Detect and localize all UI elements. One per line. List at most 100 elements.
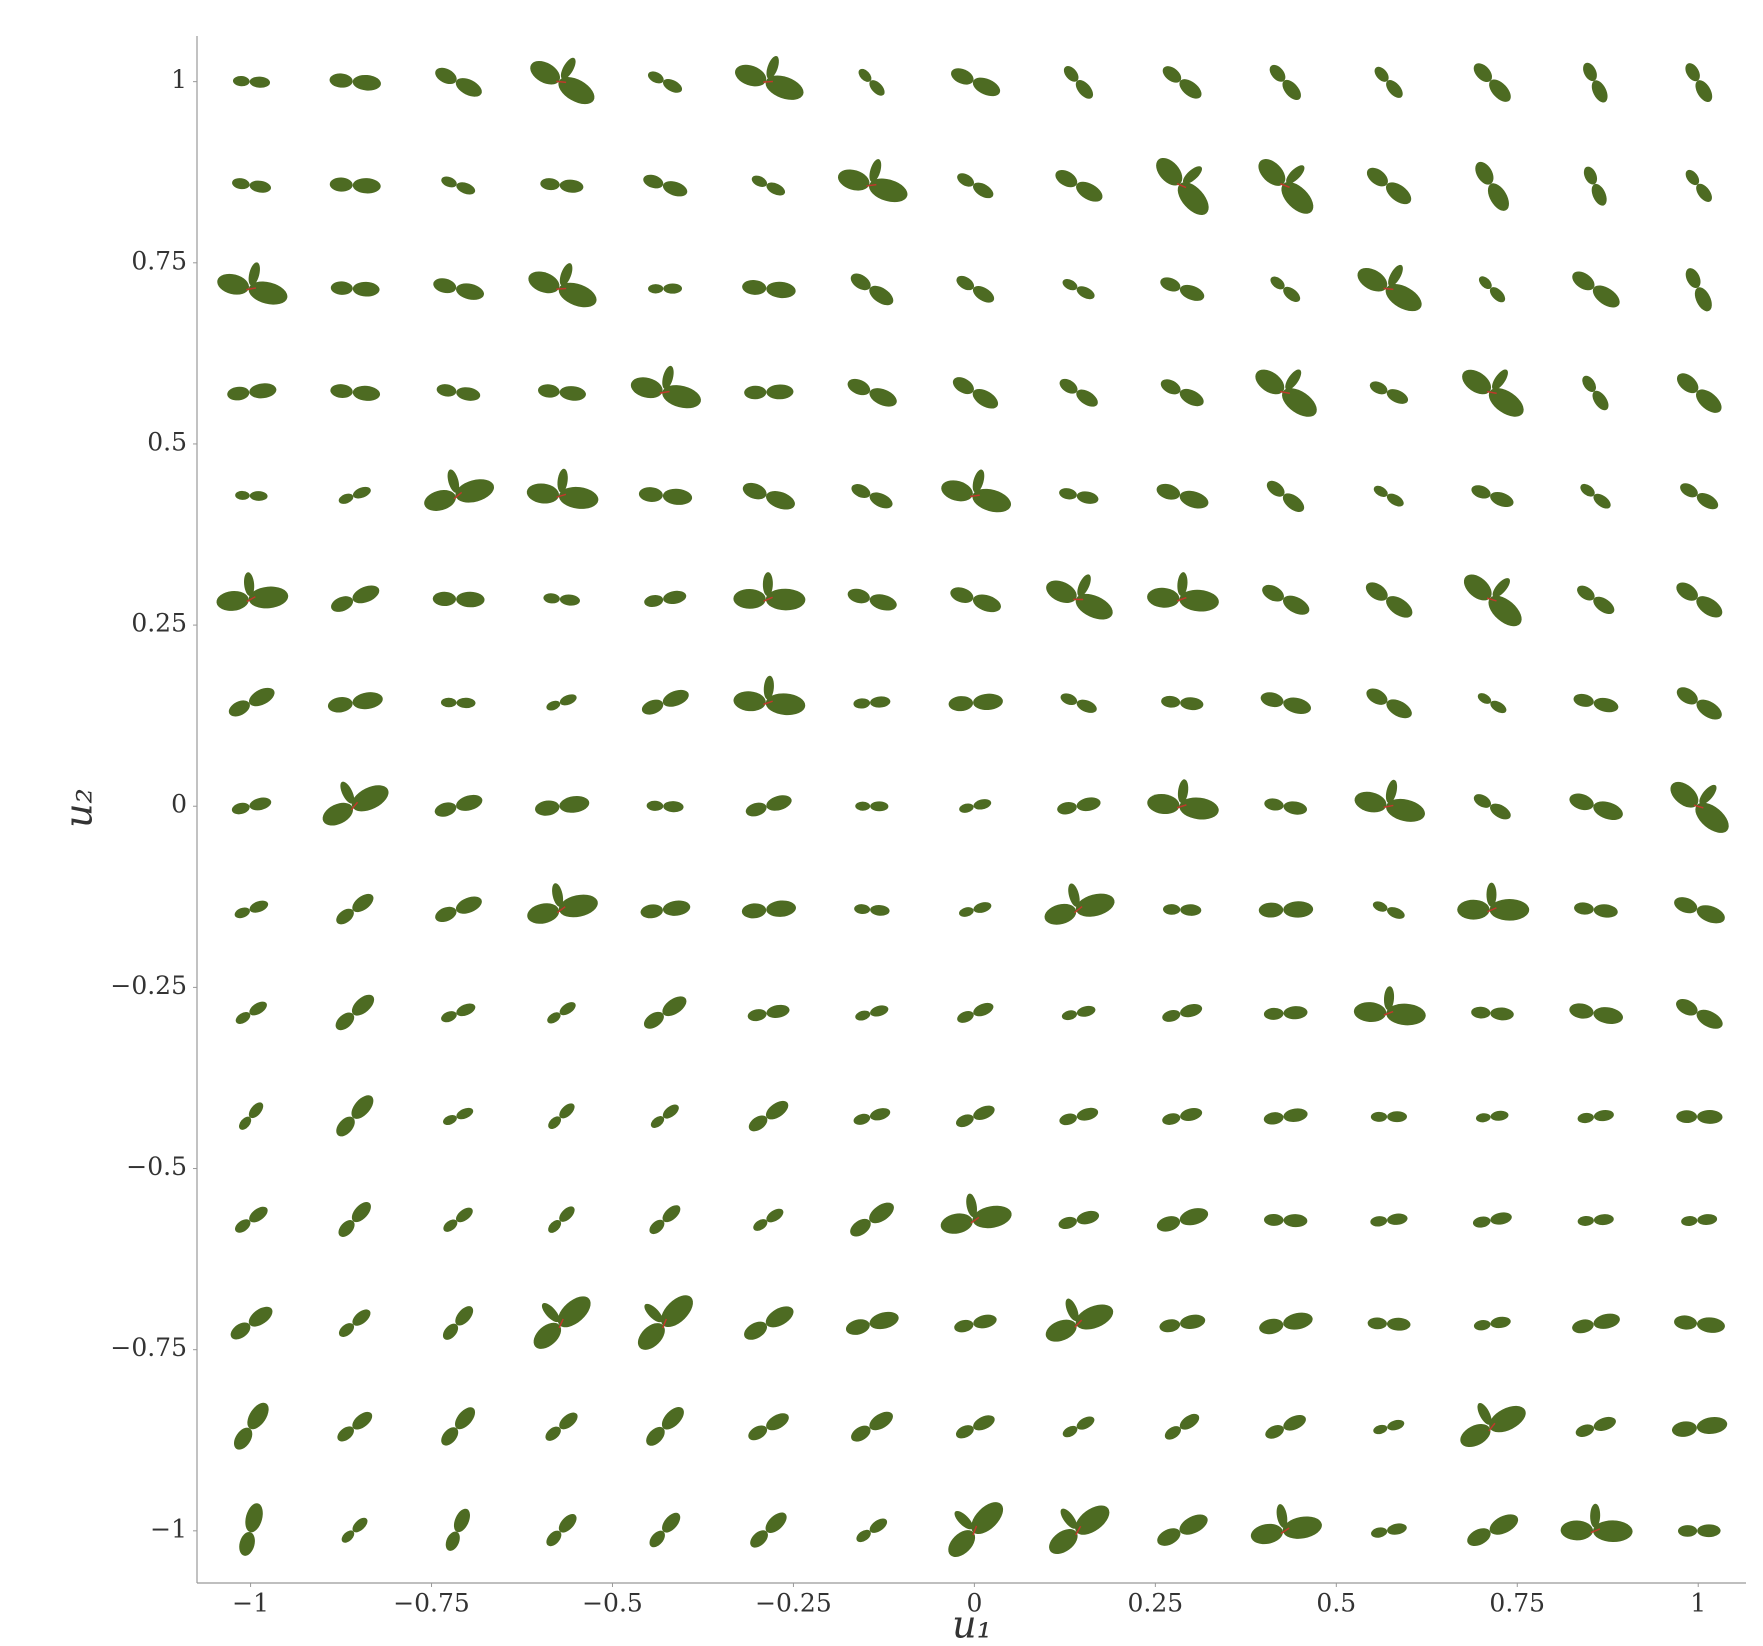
plant-thumbnail <box>327 690 384 715</box>
leaf <box>455 1106 475 1122</box>
plant-thumbnail <box>433 893 485 925</box>
leaf <box>744 800 768 818</box>
plant-thumbnail <box>1058 1106 1100 1128</box>
leaf <box>971 1412 997 1433</box>
plant-thumbnail <box>1034 1487 1114 1560</box>
plant-thumbnail <box>231 796 273 817</box>
plant-thumbnail <box>1362 578 1416 622</box>
leaf <box>646 69 666 86</box>
leaf <box>559 385 587 402</box>
leaf <box>1490 1315 1512 1329</box>
leaf <box>1457 900 1489 920</box>
plant-thumbnail <box>648 283 682 294</box>
plant-thumbnail <box>233 898 270 920</box>
plant-thumbnail <box>746 1097 792 1135</box>
leaf <box>1697 1213 1718 1225</box>
plant-thumbnail <box>328 582 381 616</box>
leaf <box>855 802 870 811</box>
leaf <box>1672 894 1700 916</box>
leaf <box>1263 1111 1284 1126</box>
leaf <box>1490 1007 1514 1021</box>
plant-thumbnail <box>545 1204 577 1236</box>
leaf <box>868 592 899 614</box>
plant-thumbnail <box>733 673 808 717</box>
plant-thumbnail <box>1263 1412 1308 1442</box>
plant-thumbnail <box>853 696 891 710</box>
leaf <box>1158 275 1182 295</box>
plant-thumbnail <box>1161 1002 1204 1025</box>
leaf <box>534 799 560 817</box>
leaf <box>1484 180 1514 215</box>
leaf <box>638 486 663 503</box>
plant-thumbnail <box>1038 874 1117 929</box>
leaf <box>1694 902 1727 927</box>
plant-thumbnail <box>540 177 584 194</box>
leaf <box>1574 1422 1596 1439</box>
leaf <box>352 385 381 402</box>
plant-thumbnail <box>441 1106 475 1128</box>
plant-thumbnail <box>1458 556 1537 632</box>
leaf <box>741 279 766 296</box>
plant-thumbnail <box>542 1409 580 1444</box>
leaf <box>952 1508 976 1532</box>
y-tick-label: −1 <box>150 1514 187 1543</box>
plant-thumbnail <box>1676 1110 1722 1124</box>
leaf <box>1282 1310 1315 1332</box>
plant-thumbnail <box>1578 481 1614 511</box>
leaf <box>1158 1318 1181 1334</box>
leaf <box>648 284 663 294</box>
plant-thumbnail <box>1457 350 1538 422</box>
leaf <box>733 589 766 609</box>
leaf <box>1283 1006 1308 1020</box>
plant-thumbnail <box>1470 59 1515 105</box>
plant-thumbnail <box>337 485 372 507</box>
leaf <box>750 173 769 189</box>
leaf <box>351 690 384 711</box>
plant-thumbnail <box>1571 1311 1622 1335</box>
leaf <box>643 594 664 609</box>
leaf <box>1058 1112 1078 1127</box>
leaf <box>216 590 250 613</box>
leaf <box>1472 1215 1491 1229</box>
leaf <box>1592 696 1619 715</box>
plant-thumbnail <box>628 357 707 412</box>
leaf <box>870 801 888 811</box>
leaf <box>971 1203 1014 1232</box>
leaf <box>554 71 599 109</box>
leaf <box>747 1008 768 1023</box>
leaf <box>866 1408 896 1434</box>
leaf <box>1572 692 1595 709</box>
leaf <box>764 488 798 514</box>
leaf <box>1283 901 1313 918</box>
leaf <box>663 801 684 813</box>
leaf <box>1163 904 1181 915</box>
plant-thumbnail <box>437 1404 478 1449</box>
leaf <box>1283 1107 1309 1124</box>
leaf <box>1176 1510 1211 1538</box>
leaf <box>1573 901 1594 915</box>
plant-thumbnail <box>1060 276 1096 302</box>
plant-thumbnail <box>1058 486 1100 505</box>
plant-thumbnail <box>1061 63 1097 102</box>
leaf <box>1386 1213 1408 1226</box>
leaf <box>1057 1215 1078 1231</box>
leaf <box>1593 1109 1614 1123</box>
leaf <box>958 906 975 919</box>
plant-thumbnail <box>849 481 895 512</box>
leaf <box>954 1112 976 1130</box>
leaf <box>525 267 562 297</box>
plant-thumbnail <box>733 571 806 610</box>
plant-thumbnail <box>1371 64 1405 101</box>
leaf <box>662 589 687 606</box>
plant-thumbnail <box>948 693 1003 713</box>
leaf <box>1387 1317 1411 1331</box>
leaf <box>1155 481 1182 502</box>
leaf <box>1179 1313 1206 1331</box>
leaf <box>1282 695 1313 717</box>
leaf <box>1577 1215 1594 1226</box>
plant-thumbnail <box>856 66 888 98</box>
plant-thumbnail <box>1162 1411 1202 1443</box>
leaf <box>1075 284 1097 302</box>
plant-thumbnail <box>1574 582 1617 617</box>
plant-thumbnail <box>1159 62 1205 102</box>
